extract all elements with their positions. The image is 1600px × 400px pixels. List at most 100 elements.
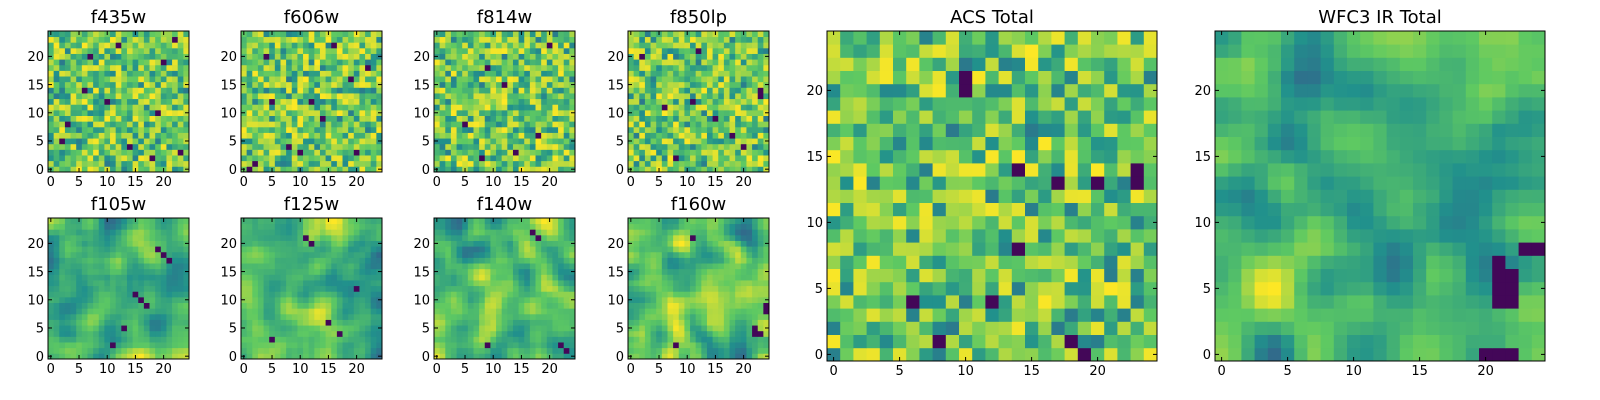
- heatmap-cell: [291, 138, 298, 145]
- heatmap-cell: [376, 93, 383, 100]
- heatmap-cell: [365, 138, 372, 145]
- heatmap-cell: [280, 132, 287, 139]
- heatmap-cell: [132, 42, 139, 49]
- heatmap-cell: [473, 274, 480, 281]
- heatmap-cell: [59, 325, 66, 332]
- heatmap-cell: [479, 70, 486, 77]
- heatmap-cell: [535, 280, 542, 287]
- heatmap-cell: [490, 53, 497, 60]
- heatmap-cell: [76, 36, 83, 43]
- heatmap-cell: [138, 347, 145, 354]
- heatmap-cell: [149, 223, 156, 230]
- heatmap-cell: [757, 353, 764, 360]
- heatmap-cell: [81, 240, 88, 247]
- heatmap-cell: [115, 126, 122, 133]
- heatmap-cell: [695, 93, 702, 100]
- heatmap-cell: [303, 70, 310, 77]
- heatmap-cell: [59, 81, 66, 88]
- heatmap-cell: [558, 296, 565, 303]
- heatmap-cell: [110, 155, 117, 162]
- heatmap-cell: [115, 64, 122, 71]
- heatmap-cell: [552, 313, 559, 320]
- heatmap-cell: [501, 342, 508, 349]
- heatmap-cell: [439, 53, 446, 60]
- heatmap-cell: [76, 160, 83, 167]
- heatmap-cell: [336, 263, 343, 270]
- heatmap-cell: [314, 166, 321, 173]
- heatmap-cell: [331, 104, 338, 111]
- heatmap-cell: [138, 121, 145, 128]
- heatmap-cell: [757, 87, 764, 94]
- heatmap-cell: [735, 285, 742, 292]
- heatmap-cell: [552, 126, 559, 133]
- heatmap-cell: [501, 302, 508, 309]
- heatmap-cell: [501, 353, 508, 360]
- heatmap-cell: [644, 160, 651, 167]
- heatmap-cell: [490, 223, 497, 230]
- heatmap-cell: [138, 246, 145, 253]
- heatmap-cell: [160, 104, 167, 111]
- heatmap-cell: [263, 143, 270, 150]
- x-tick-label: 20: [155, 175, 172, 190]
- heatmap-cell: [177, 280, 184, 287]
- heatmap-cell: [252, 98, 259, 105]
- heatmap-cell: [376, 70, 383, 77]
- heatmap-cell: [98, 263, 105, 270]
- heatmap-cell: [633, 59, 640, 66]
- heatmap-cell: [496, 76, 503, 83]
- heatmap-cell: [132, 285, 139, 292]
- heatmap-cell: [166, 42, 173, 49]
- heatmap-cell: [484, 64, 491, 71]
- heatmap-cell: [325, 47, 332, 54]
- heatmap-cell: [93, 274, 100, 281]
- heatmap-cell: [563, 223, 570, 230]
- heatmap-cell: [303, 104, 310, 111]
- y-tick-label: 15: [220, 78, 237, 93]
- heatmap-cell: [274, 251, 281, 258]
- heatmap-cell: [723, 319, 730, 326]
- heatmap-cell: [246, 36, 253, 43]
- heatmap-cell: [690, 308, 697, 315]
- heatmap-cell: [365, 330, 372, 337]
- heatmap-cell: [93, 313, 100, 320]
- heatmap-cell: [757, 342, 764, 349]
- heatmap-cell: [104, 155, 111, 162]
- heatmap-cell: [639, 70, 646, 77]
- heatmap-cell: [172, 104, 179, 111]
- x-tick-label: 10: [292, 175, 309, 190]
- heatmap-cell: [467, 246, 474, 253]
- heatmap-cell: [177, 87, 184, 94]
- heatmap-cell: [115, 336, 122, 343]
- heatmap-cell: [644, 347, 651, 354]
- heatmap-cell: [252, 93, 259, 100]
- heatmap-cell: [650, 285, 657, 292]
- heatmap-cell: [434, 285, 441, 292]
- heatmap-cell: [143, 81, 150, 88]
- heatmap-cell: [252, 70, 259, 77]
- heatmap-cell: [507, 53, 514, 60]
- heatmap-cell: [535, 155, 542, 162]
- heatmap-cell: [467, 36, 474, 43]
- heatmap-cell: [319, 240, 326, 247]
- heatmap-cell: [690, 336, 697, 343]
- heatmap-cell: [104, 87, 111, 94]
- heatmap-cell: [518, 308, 525, 315]
- heatmap-cell: [729, 87, 736, 94]
- heatmap-cell: [484, 109, 491, 116]
- heatmap-cell: [735, 160, 742, 167]
- y-tick-label: 5: [36, 135, 44, 150]
- heatmap-cell: [690, 70, 697, 77]
- heatmap-cell: [479, 280, 486, 287]
- heatmap-cell: [729, 70, 736, 77]
- heatmap-cell: [546, 76, 553, 83]
- heatmap-cell: [450, 104, 457, 111]
- heatmap-cell: [512, 347, 519, 354]
- heatmap-cell: [370, 98, 377, 105]
- heatmap-cell: [496, 109, 503, 116]
- heatmap-cell: [484, 36, 491, 43]
- heatmap-cell: [541, 246, 548, 253]
- heatmap-cell: [507, 285, 514, 292]
- heatmap-cell: [64, 149, 71, 156]
- heatmap-cell: [160, 160, 167, 167]
